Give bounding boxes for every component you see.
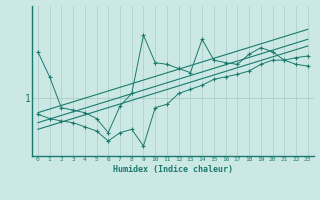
X-axis label: Humidex (Indice chaleur): Humidex (Indice chaleur) <box>113 165 233 174</box>
